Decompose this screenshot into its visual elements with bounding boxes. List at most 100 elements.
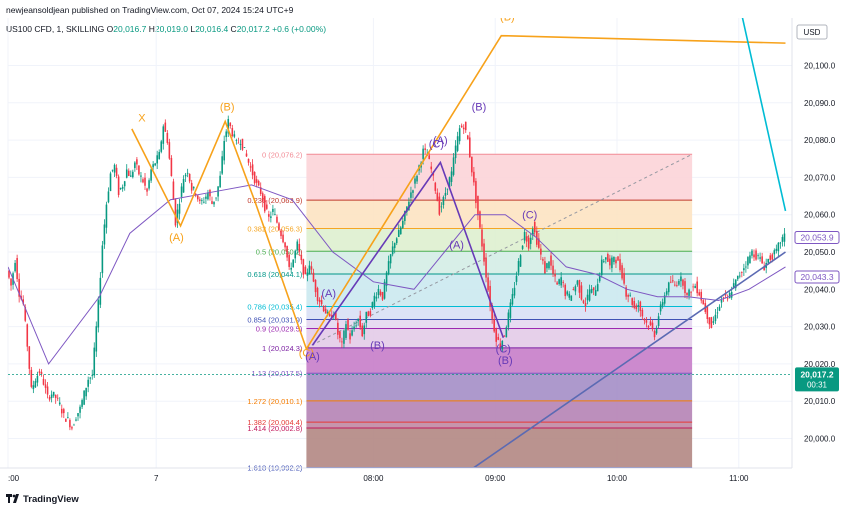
candle (107, 187, 110, 204)
brand-text: TradingView (23, 494, 79, 505)
candle (89, 376, 91, 384)
candle-body (560, 277, 562, 286)
candle-body (753, 254, 755, 258)
currency-label: USD (804, 28, 821, 37)
candle-body (747, 257, 749, 266)
pattern-label: (C) (496, 344, 511, 356)
tradingview-brand[interactable]: TradingView (6, 493, 79, 505)
candle-body (99, 277, 102, 305)
fib-zone (306, 251, 693, 275)
candle (60, 404, 63, 418)
candle (249, 162, 252, 172)
candle-body (144, 177, 146, 186)
candle-body (779, 242, 782, 244)
candle-body (65, 418, 67, 422)
candle (26, 323, 29, 352)
candle-body (393, 243, 396, 249)
candle (353, 321, 355, 332)
candle (58, 397, 61, 406)
candle (217, 186, 219, 202)
candle-body (708, 317, 711, 325)
fib-level-label: 0.5 (20,050.2) (256, 247, 303, 256)
candle (73, 423, 75, 426)
candle-body (182, 178, 185, 193)
candle (475, 178, 477, 209)
candle-body (75, 419, 77, 421)
close-value: 20,017.2 (236, 24, 270, 34)
candle-body (700, 291, 703, 301)
candle-body (714, 314, 717, 322)
candle (456, 131, 459, 153)
price-tick-label: 20,060.0 (804, 211, 836, 220)
candle (276, 214, 278, 224)
candle (716, 306, 719, 319)
candle (605, 257, 607, 264)
candle (659, 301, 662, 315)
candle-body (456, 136, 459, 151)
candle-body (249, 166, 252, 168)
price-badge-label: 20,017.2 (800, 369, 833, 379)
candle (229, 122, 232, 129)
candle (602, 258, 605, 264)
fib-level-label: 1.414 (20,002.8) (247, 424, 303, 433)
symbol-name[interactable]: US100 CFD, 1, SKILLING (6, 24, 105, 34)
candle (485, 252, 487, 283)
candle (170, 155, 173, 177)
candle (759, 252, 761, 262)
candle-body (533, 222, 536, 233)
candle-body (460, 125, 463, 128)
fib-level-label: 0.382 (20,056.3) (247, 225, 303, 234)
candle-body (659, 304, 662, 312)
candle (28, 345, 31, 375)
candle (645, 317, 648, 328)
candle (674, 281, 676, 287)
candle-body (24, 306, 27, 321)
orange-pattern-1: X (A) (B) (C) (131, 101, 314, 359)
candle (343, 329, 345, 349)
candle (712, 316, 715, 326)
candle (629, 292, 631, 297)
candle (140, 172, 142, 183)
candle (186, 168, 189, 178)
candle (757, 253, 759, 260)
candle-body (32, 385, 35, 390)
candle (168, 138, 171, 160)
candle (497, 333, 500, 341)
candle-body (600, 259, 603, 276)
candle (302, 258, 305, 279)
candle (739, 271, 741, 279)
candle (775, 244, 778, 254)
candle (162, 124, 165, 150)
candle (680, 272, 682, 288)
candle (395, 237, 398, 246)
candle (501, 340, 504, 353)
candle-body (294, 250, 297, 259)
candle-body (517, 261, 520, 273)
candle-body (263, 196, 266, 212)
candle-body (81, 400, 83, 407)
candle-body (692, 286, 694, 288)
candle (493, 313, 495, 333)
candle (288, 252, 290, 270)
candle (554, 269, 556, 283)
candle-body (694, 285, 696, 289)
candle (416, 174, 418, 185)
fib-zone (306, 428, 693, 468)
candle-body (430, 166, 433, 170)
candle-body (761, 256, 763, 264)
candle (190, 179, 193, 194)
fib-level-label: 0.236 (20,063.9) (247, 196, 303, 205)
candle (351, 326, 353, 337)
candle (412, 189, 414, 199)
candle-body (505, 327, 508, 338)
pattern-label: (A) (449, 239, 464, 251)
candle (574, 284, 577, 296)
candle-body (97, 300, 100, 328)
fib-zone (306, 373, 693, 401)
candle-body (489, 285, 491, 307)
candle (469, 131, 471, 159)
candle-body (134, 162, 136, 169)
candle-body (300, 254, 303, 261)
